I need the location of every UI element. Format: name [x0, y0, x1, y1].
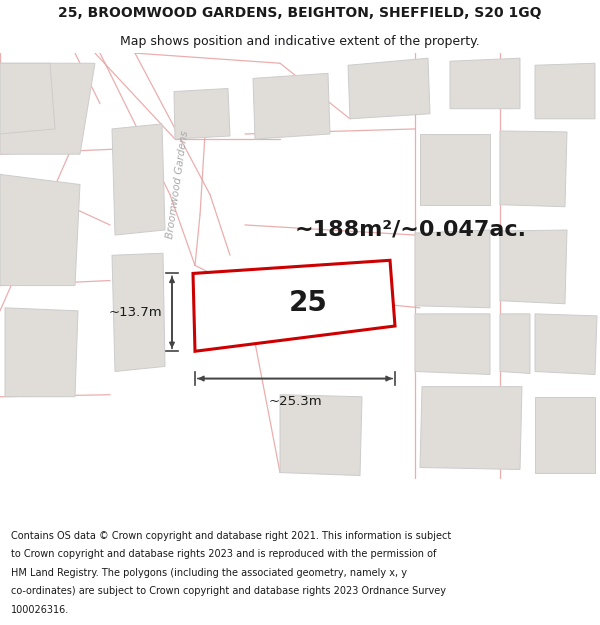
Polygon shape — [5, 308, 78, 397]
Polygon shape — [0, 63, 55, 134]
Polygon shape — [112, 253, 165, 371]
Text: 100026316.: 100026316. — [11, 604, 69, 614]
Text: co-ordinates) are subject to Crown copyright and database rights 2023 Ordnance S: co-ordinates) are subject to Crown copyr… — [11, 586, 446, 596]
Polygon shape — [112, 124, 165, 235]
Text: HM Land Registry. The polygons (including the associated geometry, namely x, y: HM Land Registry. The polygons (includin… — [11, 568, 407, 578]
Polygon shape — [348, 58, 430, 119]
Text: ~25.3m: ~25.3m — [268, 395, 322, 408]
Polygon shape — [450, 58, 520, 109]
Text: Broomwood Gardens: Broomwood Gardens — [166, 130, 191, 239]
Text: to Crown copyright and database rights 2023 and is reproduced with the permissio: to Crown copyright and database rights 2… — [11, 549, 436, 559]
Polygon shape — [500, 131, 567, 207]
Polygon shape — [0, 63, 95, 154]
Polygon shape — [535, 63, 595, 119]
Text: Map shows position and indicative extent of the property.: Map shows position and indicative extent… — [120, 35, 480, 48]
Polygon shape — [535, 397, 595, 472]
Polygon shape — [500, 230, 567, 304]
Polygon shape — [415, 230, 490, 308]
Polygon shape — [535, 314, 597, 374]
Text: ~188m²/~0.047ac.: ~188m²/~0.047ac. — [295, 220, 527, 240]
Polygon shape — [415, 314, 490, 374]
Polygon shape — [280, 395, 362, 476]
Polygon shape — [253, 73, 330, 139]
Text: ~13.7m: ~13.7m — [109, 306, 162, 319]
Polygon shape — [500, 314, 530, 374]
Text: 25, BROOMWOOD GARDENS, BEIGHTON, SHEFFIELD, S20 1GQ: 25, BROOMWOOD GARDENS, BEIGHTON, SHEFFIE… — [58, 6, 542, 20]
Polygon shape — [420, 134, 490, 205]
Polygon shape — [0, 174, 80, 286]
Polygon shape — [174, 89, 230, 139]
Polygon shape — [420, 387, 522, 469]
Polygon shape — [193, 260, 395, 351]
Text: Contains OS data © Crown copyright and database right 2021. This information is : Contains OS data © Crown copyright and d… — [11, 531, 451, 541]
Text: 25: 25 — [289, 289, 328, 317]
